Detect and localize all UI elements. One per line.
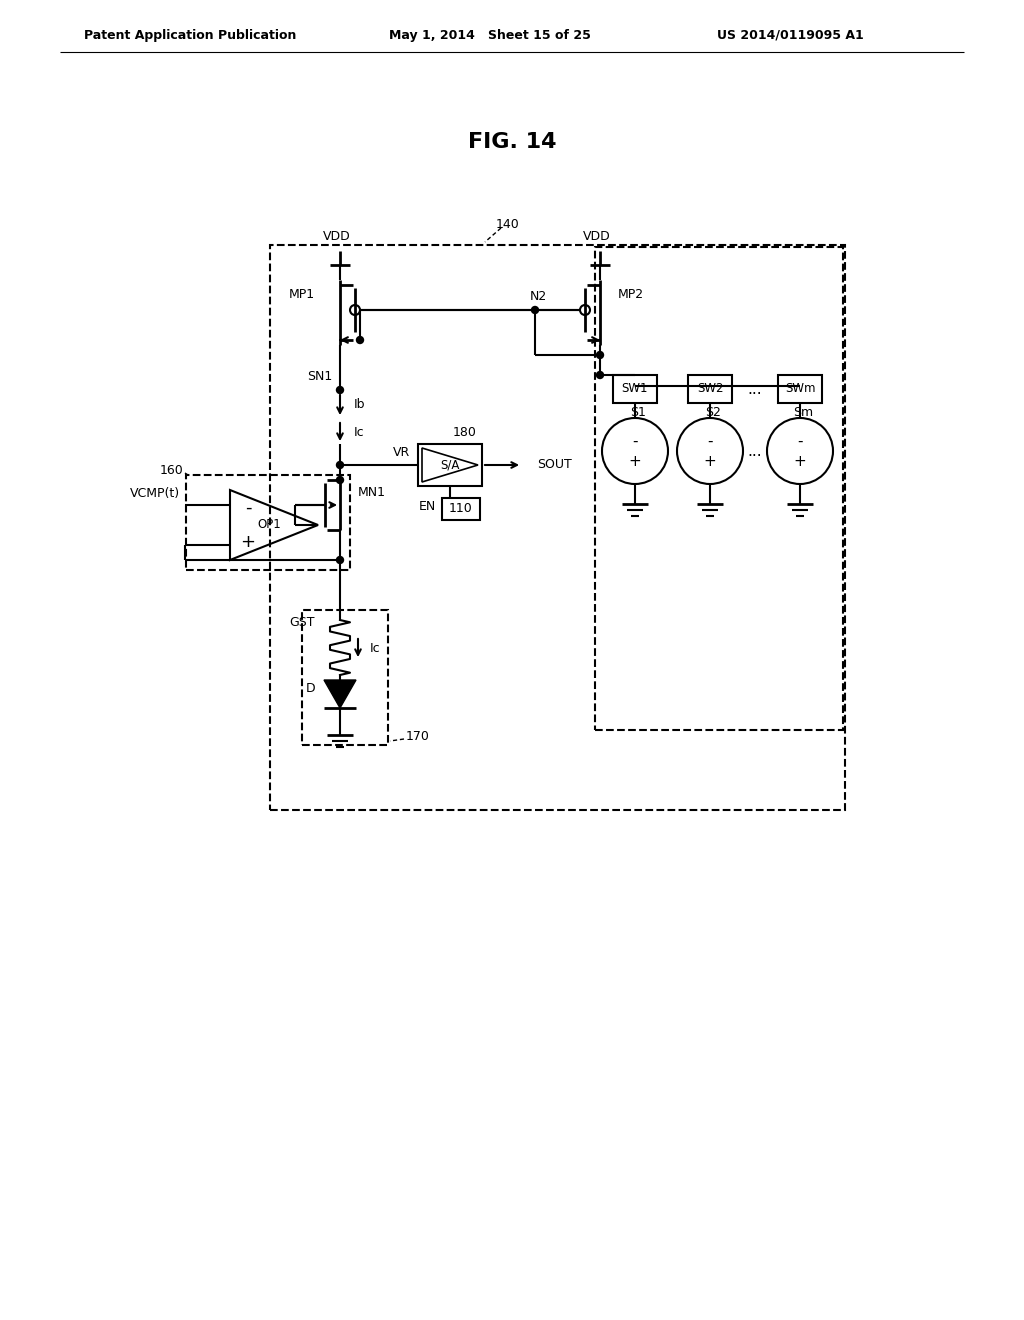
Circle shape bbox=[597, 351, 603, 359]
Text: N2: N2 bbox=[529, 289, 547, 302]
Text: ...: ... bbox=[748, 444, 762, 458]
Text: VCMP(t): VCMP(t) bbox=[130, 487, 180, 499]
Text: SWm: SWm bbox=[784, 383, 815, 396]
Bar bbox=[778, 375, 822, 403]
Text: S/A: S/A bbox=[440, 458, 460, 471]
Text: SN1: SN1 bbox=[307, 370, 332, 383]
Text: VDD: VDD bbox=[583, 230, 611, 243]
Text: SOUT: SOUT bbox=[537, 458, 571, 471]
Text: -: - bbox=[708, 433, 713, 449]
Text: S1: S1 bbox=[630, 407, 646, 420]
Bar bbox=[418, 444, 482, 486]
Circle shape bbox=[337, 462, 343, 469]
Text: +: + bbox=[703, 454, 717, 469]
Bar bbox=[270, 246, 845, 810]
Text: Ib: Ib bbox=[354, 399, 366, 412]
Bar bbox=[613, 375, 657, 403]
Circle shape bbox=[531, 306, 539, 314]
Text: EN: EN bbox=[419, 499, 436, 512]
Text: 110: 110 bbox=[450, 503, 473, 516]
Text: 160: 160 bbox=[160, 463, 183, 477]
Text: GST: GST bbox=[290, 615, 315, 628]
Text: +: + bbox=[241, 533, 256, 550]
Bar bbox=[442, 498, 480, 520]
Circle shape bbox=[597, 371, 603, 379]
Text: 170: 170 bbox=[406, 730, 430, 743]
Text: OP1: OP1 bbox=[257, 519, 281, 532]
Text: US 2014/0119095 A1: US 2014/0119095 A1 bbox=[717, 29, 863, 41]
Bar bbox=[595, 247, 843, 730]
Text: Ic: Ic bbox=[354, 425, 365, 438]
Text: +: + bbox=[794, 454, 806, 469]
Text: +: + bbox=[629, 454, 641, 469]
Text: -: - bbox=[245, 499, 251, 517]
Text: MN1: MN1 bbox=[358, 486, 386, 499]
Text: D: D bbox=[305, 681, 315, 694]
Bar bbox=[688, 375, 732, 403]
Text: SW2: SW2 bbox=[696, 383, 723, 396]
Text: 140: 140 bbox=[496, 219, 520, 231]
Text: Sm: Sm bbox=[793, 407, 813, 420]
Circle shape bbox=[337, 387, 343, 393]
Text: MP2: MP2 bbox=[618, 289, 644, 301]
Text: -: - bbox=[798, 433, 803, 449]
Text: Patent Application Publication: Patent Application Publication bbox=[84, 29, 296, 41]
Text: VDD: VDD bbox=[324, 230, 351, 243]
Text: S2: S2 bbox=[706, 407, 721, 420]
Text: MP1: MP1 bbox=[289, 289, 315, 301]
Circle shape bbox=[356, 337, 364, 343]
Bar bbox=[186, 475, 350, 570]
Text: Ic: Ic bbox=[370, 642, 381, 655]
Polygon shape bbox=[324, 680, 356, 708]
Text: FIG. 14: FIG. 14 bbox=[468, 132, 556, 152]
Circle shape bbox=[337, 557, 343, 564]
Text: ...: ... bbox=[748, 381, 762, 396]
Text: VR: VR bbox=[393, 446, 411, 459]
Text: -: - bbox=[632, 433, 638, 449]
Text: SW1: SW1 bbox=[622, 383, 648, 396]
Text: May 1, 2014   Sheet 15 of 25: May 1, 2014 Sheet 15 of 25 bbox=[389, 29, 591, 41]
Bar bbox=[302, 610, 388, 744]
Text: 180: 180 bbox=[453, 425, 477, 438]
Circle shape bbox=[337, 477, 343, 483]
